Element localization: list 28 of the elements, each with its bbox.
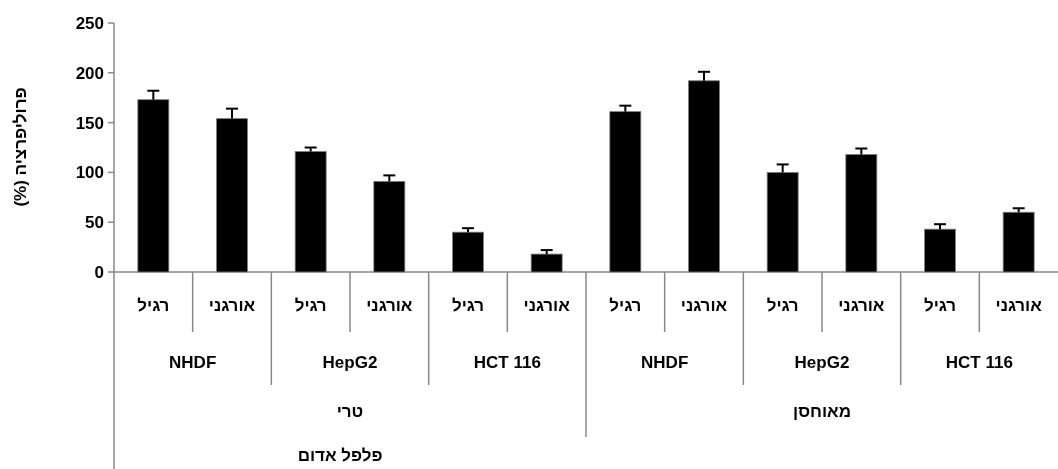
text: טרי xyxy=(336,402,364,421)
x-tick-label: רגיל xyxy=(924,296,956,315)
x-tick-label: אורגני xyxy=(680,296,728,315)
x-tick-label: רגיל xyxy=(609,296,642,315)
text: HepG2 xyxy=(322,353,378,372)
x-tick-label: רגיל xyxy=(452,296,484,315)
text: פלפל אדום xyxy=(297,446,383,465)
y-tick-label: 250 xyxy=(75,14,104,33)
x-tick-label: רגיל xyxy=(766,296,799,315)
text: מאוחסן xyxy=(793,402,851,421)
text: HepG2 xyxy=(794,353,850,372)
x-tick-label: אורגני xyxy=(208,296,256,315)
x-tick-label: אורגני xyxy=(366,296,413,315)
y-tick-label: 100 xyxy=(75,163,104,183)
x-tick-label: רגיל xyxy=(294,296,327,315)
y-tick-label: 200 xyxy=(75,63,104,83)
x-tick-label: אורגני xyxy=(523,296,571,315)
text: NHDF xyxy=(641,353,689,372)
y-tick-label: 0 xyxy=(94,263,104,282)
text: HCT 116 xyxy=(945,353,1013,372)
x-tick-label: רגיל xyxy=(137,296,170,315)
text: HCT 116 xyxy=(473,353,541,372)
x-tick-label: אורגני xyxy=(995,296,1043,315)
y-tick-label: 50 xyxy=(85,213,104,233)
y-axis-title: פרוליפרציה (%) xyxy=(11,87,30,207)
x-tick-label: אורגני xyxy=(838,296,885,315)
text: NHDF xyxy=(169,353,217,372)
y-tick-label: 150 xyxy=(75,113,104,133)
